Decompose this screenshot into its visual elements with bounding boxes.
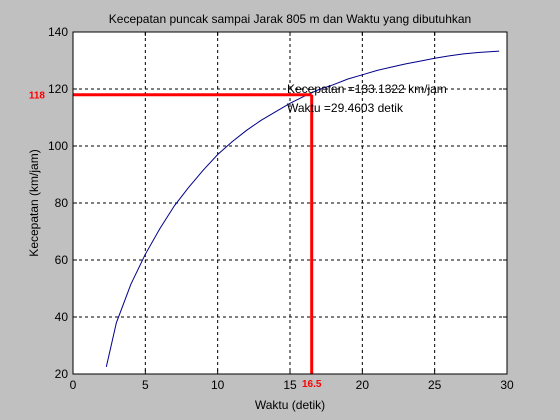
y-axis-label: Kecepatan (km/jam) — [27, 149, 41, 256]
y-tick-label: 120 — [48, 82, 68, 96]
chart-title: Kecepatan puncak sampai Jarak 805 m dan … — [109, 12, 471, 26]
y-tick-label: 40 — [55, 310, 69, 324]
x-tick-label: 0 — [70, 378, 77, 392]
y-tick-label: 100 — [48, 139, 68, 153]
y-tick-label: 140 — [48, 25, 68, 39]
x-tick-label: 25 — [428, 378, 442, 392]
x-tick-label: 15 — [283, 378, 297, 392]
marker-layer — [73, 93, 314, 374]
grid — [73, 32, 507, 374]
series-layer — [105, 50, 500, 368]
annotation-time: Waktu =29.4603 detik — [287, 101, 404, 115]
x-axis-label: Waktu (detik) — [255, 398, 325, 412]
series-line — [105, 50, 500, 368]
x-tick-label: 30 — [500, 378, 514, 392]
ticks: 0 5 10 15 20 25 30 20 40 60 80 100 120 140 — [48, 25, 514, 392]
x-tick-label: 10 — [211, 378, 225, 392]
x-tick-label: 5 — [142, 378, 149, 392]
annotation-speed: Kecepatan =133.1322 km/jam — [287, 82, 447, 96]
y-tick-label: 20 — [55, 367, 69, 381]
marker-y-label: 118 — [29, 91, 46, 102]
y-tick-label: 60 — [55, 253, 69, 267]
marker-x-label: 16.5 — [302, 379, 322, 390]
y-tick-label: 80 — [55, 196, 69, 210]
x-tick-label: 20 — [356, 378, 370, 392]
